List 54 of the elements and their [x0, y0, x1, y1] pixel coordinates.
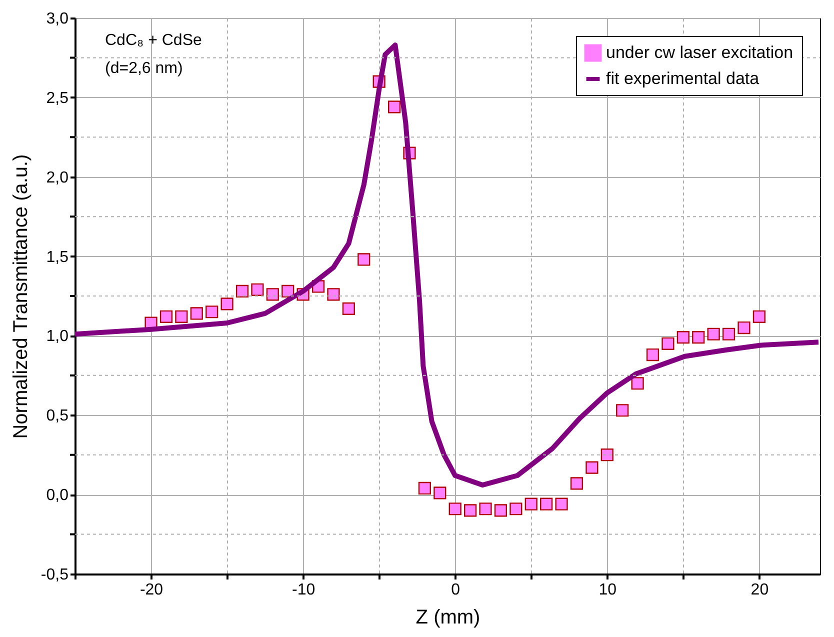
- x-tick-label: -10: [292, 582, 316, 598]
- x-tick-label: -20: [140, 582, 164, 598]
- point: [251, 283, 264, 296]
- point: [327, 288, 340, 301]
- point: [236, 284, 249, 298]
- y-axis-title: Normalized Transmittance (a.u.): [10, 154, 32, 439]
- point: [707, 328, 720, 340]
- point: [586, 461, 598, 474]
- point: [662, 337, 674, 350]
- y-tick-label: 2,0: [46, 169, 69, 186]
- point: [220, 298, 234, 310]
- point: [160, 310, 173, 323]
- y-tick-label: 2,5: [46, 90, 69, 107]
- legend-label: under cw laser excitation: [606, 43, 794, 62]
- point: [175, 310, 188, 323]
- y-tick-label: -0,5: [40, 566, 69, 584]
- point: [358, 253, 370, 266]
- annotation: CdC₈ + CdSe: [105, 32, 202, 49]
- point: [494, 504, 508, 517]
- point: [616, 404, 629, 417]
- y-tick-label: 0,0: [46, 487, 69, 504]
- point: [752, 310, 766, 323]
- point: [342, 302, 355, 316]
- point: [448, 502, 462, 516]
- point: [692, 331, 705, 344]
- point: [524, 498, 538, 510]
- point: [540, 498, 553, 510]
- point: [418, 482, 431, 495]
- x-tick-label: 0: [451, 582, 460, 598]
- point: [190, 307, 203, 320]
- point: [631, 377, 644, 390]
- point: [266, 288, 279, 301]
- point: [600, 448, 614, 462]
- point: [570, 477, 584, 490]
- point: [676, 331, 690, 344]
- legend-label: fit experimental data: [606, 69, 760, 88]
- point: [479, 502, 492, 516]
- x-tick-label: 20: [750, 582, 769, 598]
- point: [434, 486, 446, 500]
- point: [464, 504, 477, 517]
- point: [738, 321, 750, 334]
- point: [510, 502, 522, 516]
- y-tick-label: 1,0: [46, 328, 69, 346]
- y-tick-label: 3,0: [46, 10, 69, 28]
- x-axis-title: Z (mm): [416, 606, 480, 628]
- annotation: (d=2,6 nm): [105, 60, 183, 77]
- point: [722, 328, 736, 340]
- point: [646, 348, 660, 362]
- point: [206, 306, 218, 318]
- y-tick-label: 0,5: [46, 408, 69, 425]
- y-tick-label: 1,5: [46, 248, 69, 266]
- point: [388, 100, 401, 114]
- point: [555, 498, 568, 510]
- x-tick-label: 10: [598, 582, 617, 598]
